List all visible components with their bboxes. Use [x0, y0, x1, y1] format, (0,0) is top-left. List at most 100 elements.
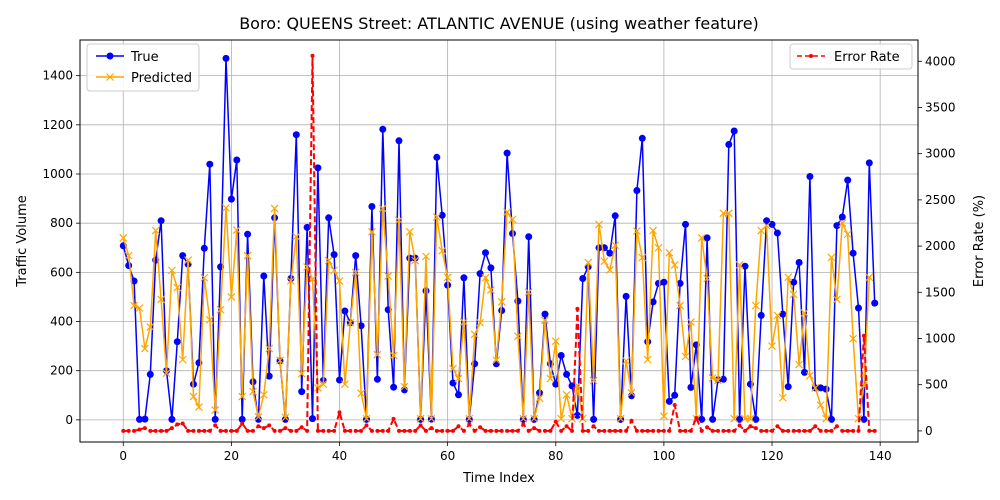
predicted-point [470, 330, 479, 339]
predicted-point [724, 209, 733, 218]
y2-tick-label: 500 [925, 378, 948, 392]
error-rate-point [440, 428, 445, 433]
error-rate-point [186, 428, 191, 433]
true-point [341, 307, 349, 315]
error-rate-point [218, 428, 223, 433]
true-point [498, 307, 506, 314]
predicted-point [422, 252, 430, 261]
error-rate-point [634, 428, 639, 433]
error-rate-point [267, 423, 272, 428]
true-point [136, 415, 143, 423]
error-rate-point [445, 428, 450, 433]
error-rate-point [353, 428, 358, 433]
error-rate-point [688, 428, 693, 433]
predicted-point [330, 266, 339, 275]
predicted-point [735, 261, 744, 269]
predicted-point [811, 383, 820, 392]
true-point [303, 223, 311, 231]
error-rate-point [624, 428, 629, 433]
error-rate-point [694, 416, 699, 420]
error-rate-point [153, 428, 158, 433]
error-rate-point [332, 428, 337, 433]
legend-error-marker [809, 54, 813, 58]
error-rate-point [359, 428, 364, 433]
error-rate-point [240, 421, 245, 426]
predicted-point [140, 344, 149, 353]
true-point [557, 352, 565, 359]
true-point [838, 213, 846, 221]
error-rate-point [159, 428, 164, 433]
predicted-point [384, 272, 393, 280]
error-rate-point [813, 424, 818, 429]
error-rate-point [721, 428, 726, 433]
y-tick-label: 0 [65, 413, 73, 427]
error-rate-point [824, 428, 829, 433]
error-rate-point [564, 424, 569, 429]
true-point [330, 251, 338, 259]
predicted-point [676, 301, 685, 310]
true-point [736, 415, 744, 423]
chart-title: Boro: QUEENS Street: ATLANTIC AVENUE (us… [239, 14, 759, 33]
predicted-point [654, 243, 663, 252]
x-tick-label: 100 [652, 449, 675, 463]
true-point [682, 220, 689, 228]
predicted-point [714, 376, 722, 385]
predicted-point [432, 213, 441, 221]
y-tick-label: 400 [50, 315, 73, 329]
predicted-point [768, 342, 776, 351]
predicted-point [670, 261, 679, 269]
predicted-point [530, 414, 539, 423]
error-rate-point [510, 428, 515, 433]
true-point [309, 415, 316, 423]
predicted-point [627, 388, 636, 397]
legend-true-label: True [130, 50, 159, 65]
error-rate-point [456, 424, 461, 429]
error-rate-point [132, 428, 137, 433]
true-point [157, 217, 165, 225]
error-rate-point [478, 425, 483, 430]
true-point [698, 415, 706, 423]
true-point [233, 156, 241, 164]
predicted-point [259, 390, 268, 399]
error-rate-point [618, 428, 623, 433]
error-rate-point [213, 423, 218, 428]
predicted-point [324, 256, 333, 265]
predicted-point [243, 251, 252, 260]
predicted-point [778, 393, 787, 402]
true-point [422, 287, 430, 295]
predicted-point [524, 288, 533, 296]
error-rate-point [656, 428, 661, 433]
legend-right: Error Rate [789, 43, 913, 70]
predicted-point [649, 226, 658, 235]
predicted-point [351, 268, 360, 277]
error-rate-point [759, 428, 764, 433]
error-rate-point [791, 428, 796, 433]
x-tick-label: 120 [761, 449, 784, 463]
error-rate-point [391, 416, 396, 421]
true-point [687, 383, 695, 391]
error-rate-point [602, 428, 607, 433]
true-point [849, 249, 857, 257]
error-rate-point [413, 428, 418, 433]
error-rate-point [305, 428, 310, 433]
predicted-point [600, 257, 609, 266]
true-point [146, 370, 154, 378]
true-point [844, 176, 852, 184]
predicted-point [513, 332, 522, 341]
predicted-point [173, 283, 182, 292]
error-rate-point [770, 428, 774, 433]
error-rate-point [342, 428, 347, 433]
true-point [865, 159, 873, 167]
x-axis-label: Time Index [462, 471, 535, 486]
true-point [730, 127, 738, 135]
true-point [379, 125, 387, 133]
predicted-point [622, 356, 630, 365]
legend-left: True Predicted [86, 43, 200, 92]
error-rate-point [418, 423, 423, 428]
error-rate-point [661, 428, 666, 433]
error-rate-point [526, 428, 531, 433]
error-rate-point [532, 426, 537, 431]
predicted-point [838, 219, 847, 228]
predicted-point [795, 360, 803, 369]
true-point [541, 310, 549, 318]
